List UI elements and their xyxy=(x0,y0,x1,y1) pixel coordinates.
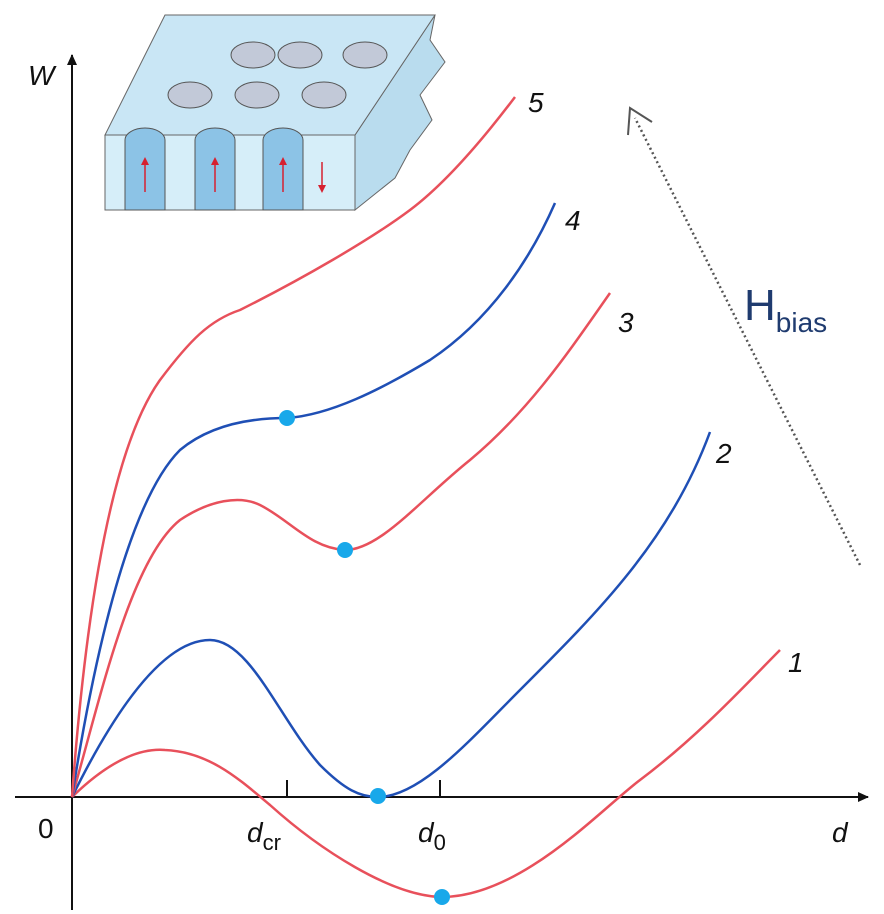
curve-label: 5 xyxy=(528,87,544,118)
tick-label: dcr xyxy=(247,817,281,855)
x-axis-label: d xyxy=(832,817,849,848)
minimum-dot xyxy=(370,788,386,804)
field-label: Hbias xyxy=(744,281,827,338)
minimum-dot xyxy=(434,889,450,905)
field-arrow xyxy=(633,117,862,566)
hole xyxy=(342,41,388,69)
hole xyxy=(234,81,280,109)
minimum-dot xyxy=(337,542,353,558)
field-main: H xyxy=(744,281,776,330)
field-sub: bias xyxy=(776,307,827,338)
y-axis-label: W xyxy=(28,60,57,91)
tick-main: d xyxy=(247,817,264,848)
curve-label: 1 xyxy=(788,647,804,678)
minimum-dot xyxy=(279,410,295,426)
tick-sub: 0 xyxy=(434,830,446,855)
slab-side xyxy=(354,14,446,212)
hole xyxy=(230,41,276,69)
curve-1 xyxy=(71,649,781,899)
curve-5 xyxy=(70,96,516,798)
curve-2 xyxy=(70,431,712,799)
curve-4 xyxy=(70,202,557,798)
curve-label: 2 xyxy=(715,438,732,469)
tick-sub: cr xyxy=(263,830,281,855)
field-arrowhead xyxy=(627,106,653,136)
curve-3 xyxy=(70,292,612,798)
tick-label: d0 xyxy=(418,817,446,855)
origin-label: 0 xyxy=(38,813,54,844)
hole xyxy=(301,81,347,109)
curve-label: 3 xyxy=(618,307,634,338)
curve-label: 4 xyxy=(565,205,581,236)
hole xyxy=(277,41,323,69)
hole xyxy=(167,81,213,109)
tick-main: d xyxy=(418,817,435,848)
inset-slab xyxy=(104,14,446,212)
